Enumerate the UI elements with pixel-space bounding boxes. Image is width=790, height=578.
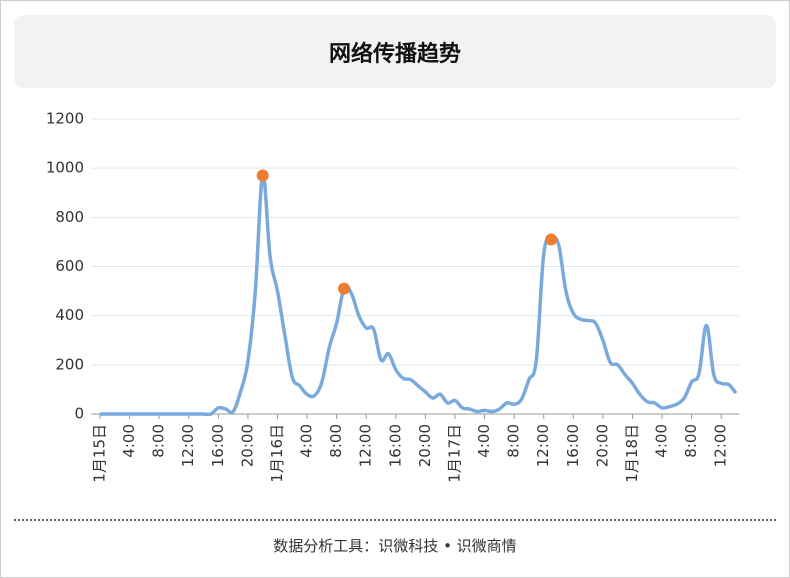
x-tick-label: 1月17日 [445,424,463,483]
x-tick-label: 4:00 [298,424,316,458]
peak-marker [545,233,558,246]
y-tick-label: 600 [55,257,84,275]
y-tick-label: 800 [55,208,84,226]
x-tick-label: 4:00 [475,424,493,458]
x-tick-label: 1月15日 [91,424,109,483]
y-tick-label: 1000 [46,159,84,177]
y-tick-label: 200 [55,355,84,373]
x-tick-label: 12:00 [179,424,197,467]
x-tick-label: 8:00 [150,424,168,458]
x-tick-label: 4:00 [653,424,671,458]
x-tick-label: 16:00 [564,424,582,467]
x-tick-label: 12:00 [357,424,375,467]
peak-marker [256,169,269,182]
x-tick-label: 12:00 [712,424,730,467]
x-tick-label: 16:00 [386,424,404,467]
y-tick-label: 400 [55,306,84,324]
footer: 数据分析工具：识微科技 • 识微商情 [273,537,517,555]
peak-marker [338,282,351,295]
x-tick-label: 16:00 [209,424,227,467]
x-tick-label: 4:00 [120,424,138,458]
x-tick-label: 20:00 [238,424,256,467]
y-tick-label: 1200 [46,110,84,128]
x-tick-label: 8:00 [505,424,523,458]
x-tick-label: 1月16日 [268,424,286,483]
separator [14,519,776,521]
y-tick-label: 0 [74,405,84,423]
line [100,173,738,417]
x-tick-label: 12:00 [534,424,552,467]
x-tick-label: 20:00 [593,424,611,467]
chart: 0 200 400 600 800 1000 1200 1月15日 4:00 8:00 12:00 1… [46,110,739,483]
x-tick-label: 8:00 [327,424,345,458]
x-tick-label: 1月18日 [623,424,641,483]
x-tick-label: 20:00 [416,424,434,467]
chart-title: 网络传播趋势 [14,15,776,88]
x-tick-label: 8:00 [682,424,700,458]
